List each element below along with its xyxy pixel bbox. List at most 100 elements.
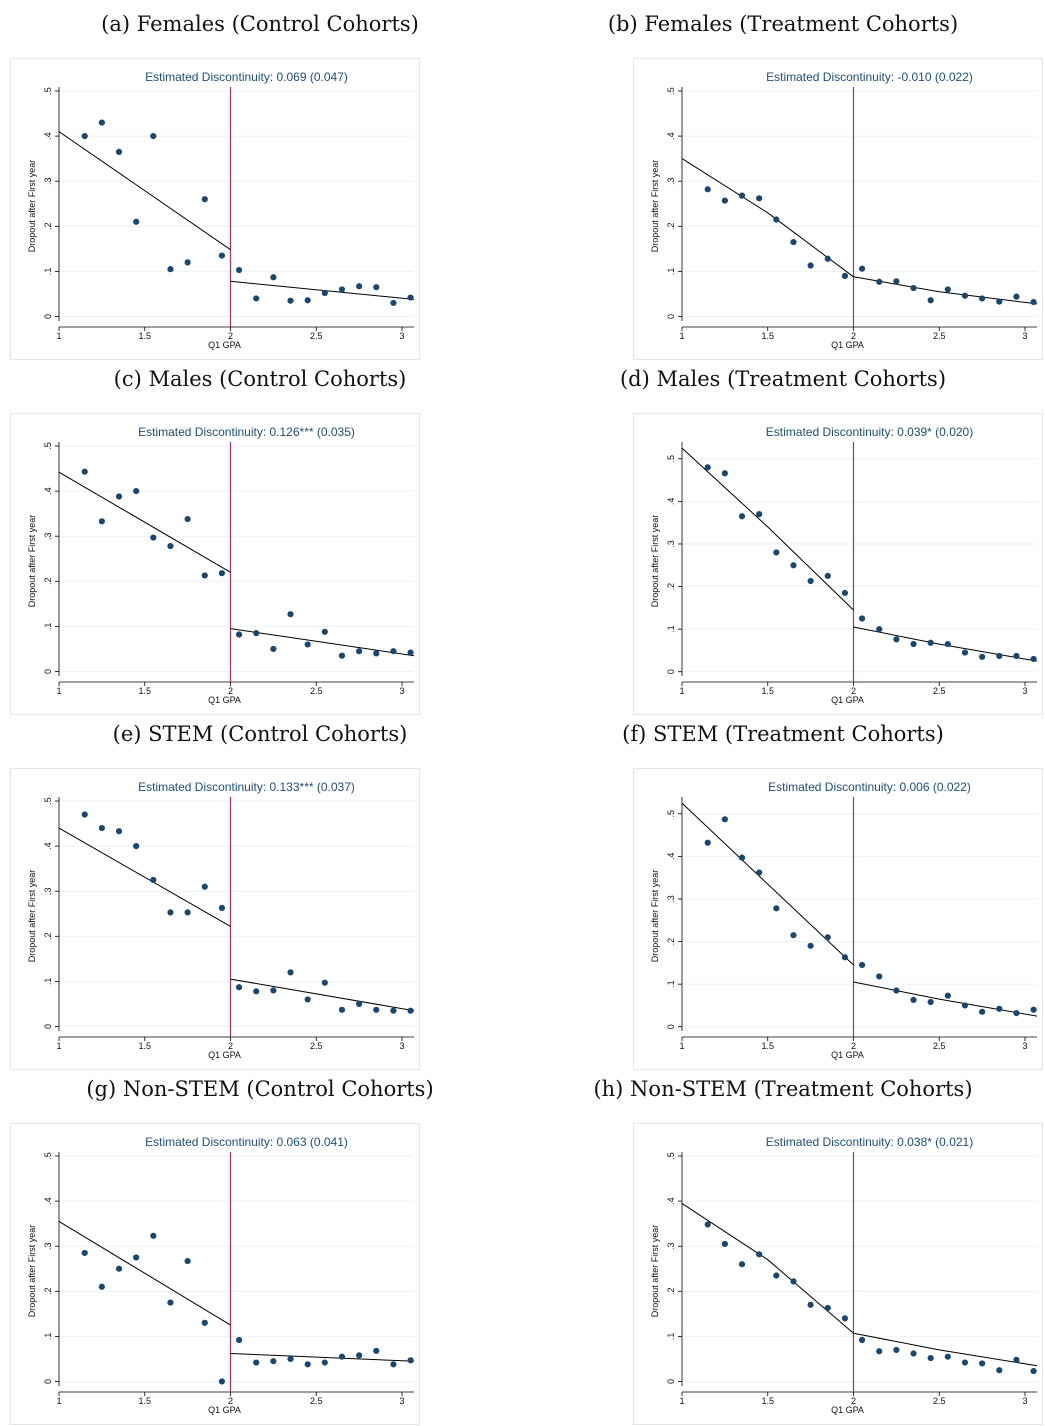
x-axis-label: Q1 GPA [208,1050,241,1060]
data-point [738,513,746,520]
fit-line-left [681,802,854,966]
x-tick-label: 1.5 [138,686,151,696]
data-point [927,998,934,1006]
panel-h: (h) Non-STEM (Treatment Cohorts) 0 .1 .2 .3… [523,1065,1043,1425]
data-point [321,979,328,986]
discontinuity-title: Estimated Discontinuity: -0.010 (0.022) [766,70,973,84]
data-point [167,909,174,916]
fit-line-right [853,981,1038,1017]
data-point [858,1336,866,1344]
scatter-chart: 0 .1 .2 .3 .4 .5 1 1.5 2 2.5 3 Q1 GPA Dropout after … [27,780,415,1060]
data-point [167,266,174,273]
x-tick-label: 2.5 [310,1041,323,1051]
data-point [304,641,311,648]
data-point [996,1005,1003,1012]
plot-frame: 0 .1 .2 .3 .4 .5 1 1.5 2 2.5 3 Q1 GPA Dropout after … [10,768,420,1070]
data-point [235,984,243,991]
data-point [756,1251,763,1258]
y-tick-label: .5 [43,442,53,450]
x-tick-label: 1.5 [138,331,151,341]
data-point [338,1006,346,1013]
fit-line-right [853,1332,1038,1367]
panel-d: (d) Males (Treatment Cohorts) 0 .1 .2 .3 .4.… [523,355,1043,715]
data-point [218,252,226,259]
panel-caption: (h) Non-STEM (Treatment Cohorts) [593,1077,973,1101]
data-point [81,1249,88,1257]
data-point [150,876,157,884]
y-tick-label: .4 [666,498,676,506]
data-point [184,909,191,916]
y-tick-label: .2 [666,1288,676,1296]
y-tick-label: .5 [43,87,53,95]
plot-frame: 0 .1 .2 .3 .4 .5 1 1.5 2 2.5 3 Q1 GPA Dropout after … [10,413,420,715]
data-point [356,283,363,290]
data-point [218,904,226,911]
data-point [270,987,277,994]
y-tick-label: .1 [666,980,676,988]
x-tick-label: 1.5 [761,1041,774,1051]
panel-e: (e) STEM (Control Cohorts) 0 .1 .2 .3 .4 .5 1 1… [0,710,520,1070]
data-point [98,119,105,126]
y-axis-label: Dropout after First year [27,160,37,253]
data-point [390,648,397,655]
y-tick-label: .3 [43,1242,53,1250]
y-tick-label: .4 [43,1197,53,1205]
data-point [738,192,746,199]
data-point [704,1221,711,1228]
plot-frame: 0 .1 .2 .3 .4 .5 1 1.5 2 2.5 3 Q1 GPA Dropout after … [10,1123,420,1425]
y-tick-label: 0 [666,1379,676,1384]
data-point [167,1299,174,1306]
plot-frame: 0 .1 .2 .3 .4 .5 1 1.5 2 2.5 3 Q1 GPA Dropout after … [633,58,1043,360]
data-point [133,218,140,225]
data-point [790,932,797,939]
data-point [790,1278,797,1285]
fit-line-right [230,1353,415,1362]
x-tick-label: 1 [56,1396,61,1406]
y-tick-label: .3 [666,895,676,903]
data-point [270,645,277,653]
data-point [81,468,88,475]
fit-line-left [58,131,231,251]
y-tick-label: .4 [43,132,53,140]
data-point [996,298,1003,305]
x-tick-label: 2 [228,331,233,341]
panel-caption: (b) Females (Treatment Cohorts) [607,12,959,36]
data-point [321,1359,328,1366]
y-tick-label: 0 [43,669,53,674]
x-tick-label: 2.5 [933,686,946,696]
x-tick-label: 3 [399,1041,404,1051]
scatter-chart: 0 .1 .2 .3 .4 .5 1 1.5 2 2.5 3 Q1 GPA Dropout after … [650,70,1038,350]
y-axis-label: Dropout after First year [650,1225,660,1318]
x-axis-label: Q1 GPA [208,695,241,705]
y-tick-label: 0 [666,1024,676,1029]
x-axis-label: Q1 GPA [208,1405,241,1415]
x-axis-label: Q1 GPA [831,1405,864,1415]
data-point [756,195,763,202]
x-tick-label: 3 [1022,331,1027,341]
y-tick-label: .4 [666,132,676,140]
scatter-chart: 0 .1 .2 .3 .4 .5 1 1.5 2 2.5 3 Q1 GPA Dropout after … [27,70,415,350]
fit-line-left [681,447,854,611]
panel-b: (b) Females (Treatment Cohorts) 0 .1 .2 .3.… [523,0,1043,360]
data-point [979,1360,986,1367]
data-point [704,839,711,846]
data-point [927,1354,934,1362]
x-tick-label: 2.5 [310,331,323,341]
y-tick-label: .1 [666,625,676,633]
y-axis-label: Dropout after First year [27,515,37,608]
data-point [944,640,951,648]
data-point [390,1007,397,1014]
x-tick-label: 1.5 [761,331,774,341]
data-point [858,615,866,622]
data-point [858,961,866,969]
fit-line-left [58,827,231,927]
panel-caption: (d) Males (Treatment Cohorts) [619,367,947,391]
y-tick-label: 0 [43,1024,53,1029]
data-point [704,186,711,193]
x-tick-label: 3 [399,686,404,696]
data-point [184,1257,191,1265]
data-point [201,1319,208,1326]
data-point [287,969,294,976]
y-tick-label: .1 [43,978,53,986]
data-point [824,934,831,941]
